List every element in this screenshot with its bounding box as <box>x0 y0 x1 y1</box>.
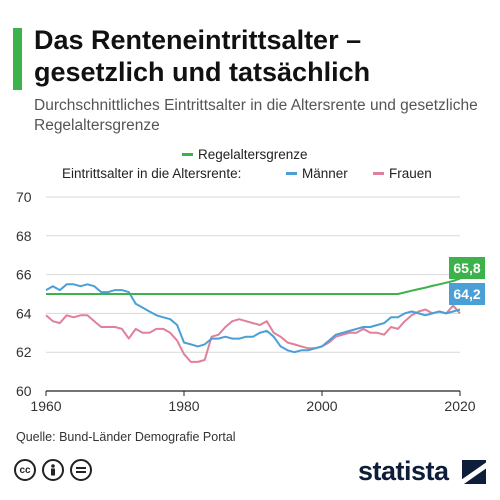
x-tick-label: 2020 <box>444 398 475 414</box>
x-tick-label: 2000 <box>306 398 337 414</box>
cc-icon: cc <box>14 459 36 481</box>
end-label-box-maenner <box>449 283 485 305</box>
series-line-frauen <box>45 304 461 363</box>
end-label-box-regel <box>449 257 485 279</box>
statista-logo-icon <box>462 460 486 484</box>
legend-swatch-regel <box>182 153 193 156</box>
legend-label-regel: Regelaltersgrenze <box>198 147 308 162</box>
equals-icon <box>70 459 92 481</box>
y-tick-label: 68 <box>16 228 32 244</box>
title-accent-bar <box>13 28 22 90</box>
end-label-regel: 65,8 <box>453 260 480 276</box>
y-tick-label: 66 <box>16 267 32 283</box>
y-tick-label: 62 <box>16 344 32 360</box>
series-line-regel <box>46 277 461 295</box>
x-tick-label: 1960 <box>30 398 61 414</box>
y-tick-label: 60 <box>16 383 32 399</box>
series-line-maenner <box>45 283 461 354</box>
person-icon <box>42 459 64 481</box>
legend-label-frauen: Frauen <box>389 166 432 181</box>
source-note: Quelle: Bund-Länder Demografie Portal <box>16 430 236 444</box>
y-tick-label: 70 <box>16 189 32 205</box>
license-icons: cc <box>14 459 92 481</box>
legend-group-label: Eintrittsalter in die Altersrente: <box>62 166 241 181</box>
x-tick-label: 1980 <box>168 398 199 414</box>
legend-swatch-maenner <box>286 172 297 175</box>
statista-logo-text: statista <box>358 456 449 486</box>
y-tick-label: 64 <box>16 305 32 321</box>
chart-title: Das Renteneintrittsalter – gesetzlich un… <box>34 25 371 87</box>
chart-subtitle: Durchschnittliches Eintrittsalter in die… <box>34 97 478 134</box>
legend-label-maenner: Männer <box>302 166 348 181</box>
end-label-maenner: 64,2 <box>453 286 480 302</box>
legend-swatch-frauen <box>373 172 384 175</box>
